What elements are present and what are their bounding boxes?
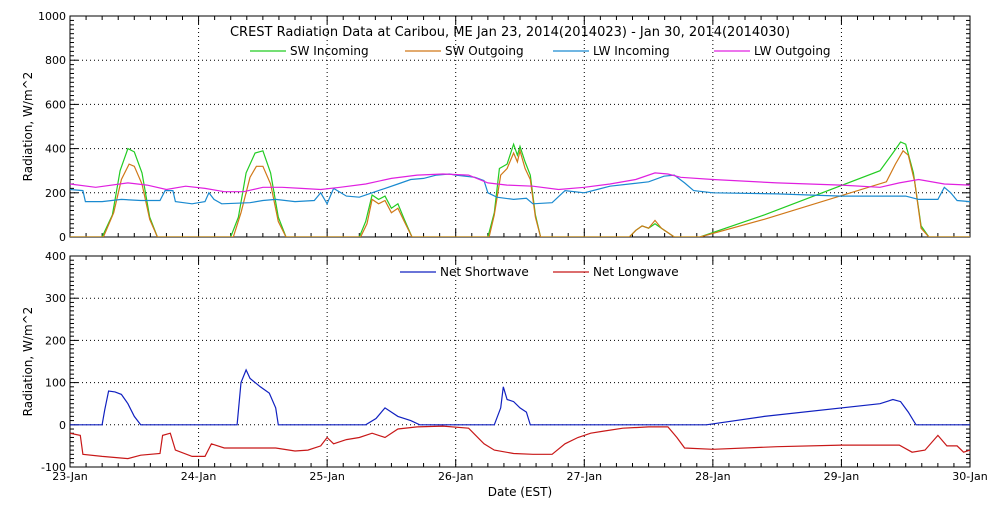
legend-label: SW Outgoing	[445, 44, 524, 58]
y-tick-label: 300	[45, 292, 66, 305]
chart-panel-2: -100 0 100 200 300 400 Radiation, W/m^2 Net Sho…	[21, 250, 988, 499]
plot-frame	[69, 255, 971, 468]
series-line-lw-outgoing	[70, 172, 970, 193]
legend-label: SW Incoming	[290, 44, 369, 58]
series-line-lw-incoming	[70, 173, 970, 206]
x-tick-label: 26-Jan	[438, 470, 474, 483]
y-tick-label: 400	[45, 143, 66, 156]
y-tick-label: 600	[45, 98, 66, 111]
legend-label: LW Outgoing	[754, 44, 831, 58]
series-line-net-shortwave	[70, 368, 970, 426]
series-line-sw-outgoing	[70, 148, 970, 237]
x-tick-label: 29-Jan	[824, 470, 860, 483]
x-tick-label: 25-Jan	[309, 470, 345, 483]
x-tick-label: 30-Jan	[952, 470, 988, 483]
y-tick-label: 200	[45, 334, 66, 347]
y-tick-label: -100	[41, 461, 66, 474]
y-tick-label: 1000	[38, 10, 66, 23]
chart-panel-1: 0 200 400 600 800 1000 Radiation, W/m^2 CREST R…	[21, 10, 971, 244]
chart-title: CREST Radiation Data at Caribou, ME Jan …	[230, 25, 790, 40]
y-tick-label: 800	[45, 54, 66, 67]
legend-label: Net Longwave	[593, 265, 679, 279]
series-line-sw-incoming	[70, 141, 970, 237]
x-tick-label: 24-Jan	[181, 470, 217, 483]
y-tick-label: 400	[45, 250, 66, 263]
legend-label: Net Shortwave	[440, 265, 529, 279]
y-tick-label: 0	[59, 419, 66, 432]
y-axis-title: Radiation, W/m^2	[21, 72, 35, 182]
y-tick-label: 100	[45, 377, 66, 390]
x-tick-label: 28-Jan	[695, 470, 731, 483]
y-axis-title: Radiation, W/m^2	[21, 307, 35, 417]
legend-label: LW Incoming	[593, 44, 670, 58]
x-tick-label: 27-Jan	[567, 470, 603, 483]
series-line-net-longwave	[70, 425, 970, 460]
y-tick-label: 0	[59, 231, 66, 244]
y-tick-label: 200	[45, 187, 66, 200]
x-axis-title: Date (EST)	[488, 485, 552, 499]
x-tick-label: 23-Jan	[52, 470, 88, 483]
